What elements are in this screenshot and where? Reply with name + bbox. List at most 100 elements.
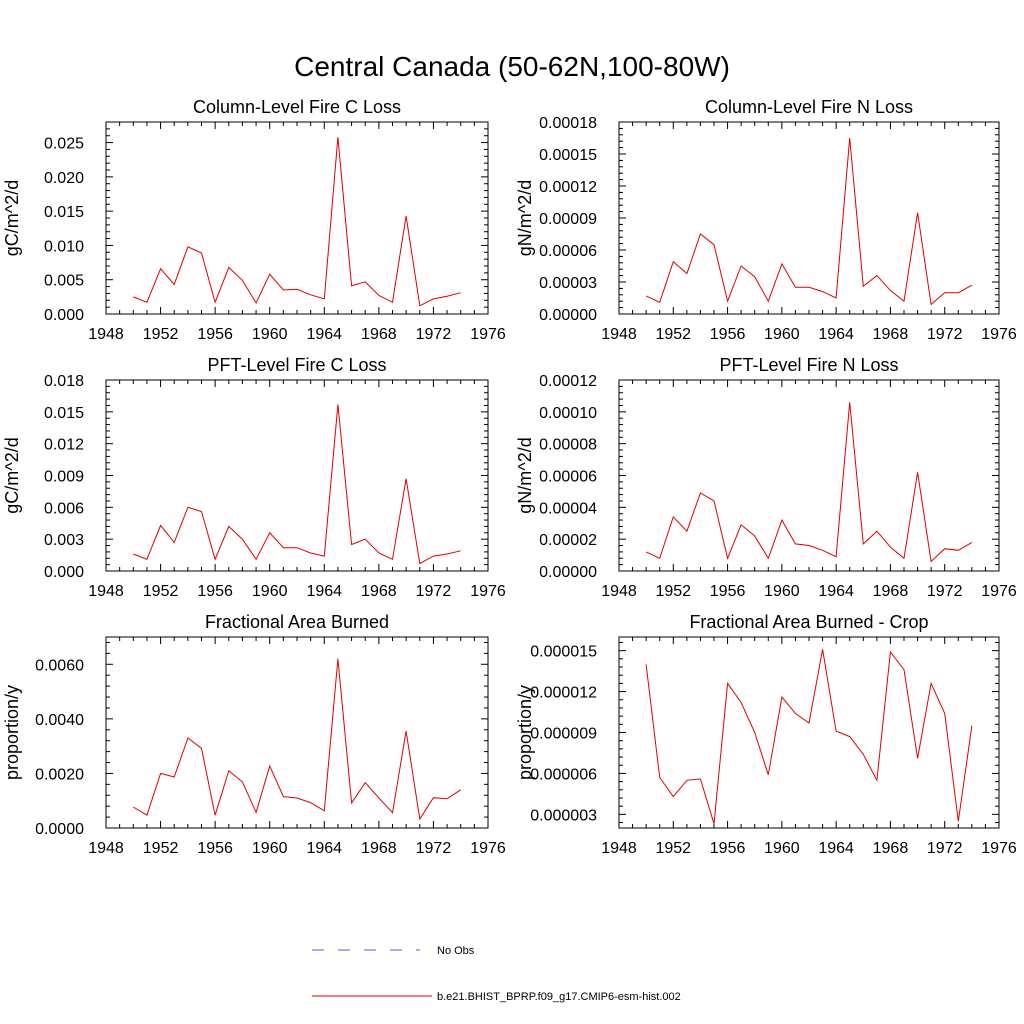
y-axis-label: proportion/y (515, 685, 535, 780)
figure-title: Central Canada (50-62N,100-80W) (294, 51, 730, 82)
plot-frame (618, 636, 1000, 829)
series-line (645, 137, 973, 306)
chart-panel-3: PFT-Level Fire C Loss gC/m^2/d 1948 1952 195… (2, 355, 506, 600)
x-tick-label: 1956 (197, 583, 233, 600)
x-tick-label: 1956 (197, 840, 233, 857)
y-tick-label: 0.0020 (35, 766, 84, 783)
y-axis-label: proportion/y (2, 685, 22, 780)
plot-frame (105, 636, 489, 829)
x-tick-label: 1968 (361, 840, 397, 857)
x-tick-label: 1976 (981, 583, 1017, 600)
x-tick-label: 1960 (764, 326, 800, 343)
y-axis-label: gC/m^2/d (2, 437, 22, 513)
x-tick-label: 1948 (88, 840, 124, 857)
y-axis-label: gN/m^2/d (515, 437, 535, 513)
x-tick-label: 1964 (306, 583, 342, 600)
x-tick-label: 1948 (601, 583, 637, 600)
panel-title: Fractional Area Burned - Crop (689, 612, 928, 632)
x-tick-label: 1976 (981, 840, 1017, 857)
x-tick-label: 1972 (416, 326, 452, 343)
x-tick-label: 1952 (655, 583, 691, 600)
x-tick-label: 1964 (818, 326, 854, 343)
y-tick-label: 0.020 (44, 170, 84, 187)
x-tick-label: 1972 (416, 583, 452, 600)
panel-title: Column-Level Fire N Loss (705, 97, 913, 117)
y-axis-label: gN/m^2/d (515, 180, 535, 256)
x-tick-label: 1968 (361, 583, 397, 600)
x-tick-label: 1960 (252, 583, 288, 600)
y-tick-label: 0.006 (44, 500, 84, 517)
y-tick-label: 0.00000 (539, 564, 597, 581)
y-tick-label: 0.00010 (539, 405, 597, 422)
plot-frame (105, 121, 489, 315)
x-tick-label: 1964 (306, 840, 342, 857)
series-line (133, 404, 461, 565)
series-line (133, 137, 461, 307)
y-tick-label: 0.010 (44, 238, 84, 255)
y-tick-label: 0.005 (44, 273, 84, 290)
legend: No Obs b.e21.BHIST_BPRP.f09_g17.CMIP6-es… (312, 945, 681, 1003)
y-tick-label: 0.025 (44, 136, 84, 153)
x-tick-label: 1948 (601, 840, 637, 857)
x-tick-label: 1968 (361, 326, 397, 343)
y-tick-label: 0.000009 (530, 726, 597, 743)
x-tick-label: 1976 (981, 326, 1017, 343)
chart-panel-2: Column-Level Fire N Loss gN/m^2/d 1948 1952… (515, 97, 1017, 343)
series-line (133, 658, 461, 821)
panel-title: PFT-Level Fire C Loss (207, 355, 386, 375)
x-tick-label: 1976 (470, 326, 506, 343)
y-tick-label: 0.00015 (539, 147, 597, 164)
y-tick-label: 0.018 (44, 373, 84, 390)
x-tick-label: 1952 (655, 840, 691, 857)
x-tick-label: 1960 (764, 583, 800, 600)
x-tick-label: 1968 (873, 583, 909, 600)
x-tick-label: 1976 (470, 583, 506, 600)
x-tick-label: 1972 (927, 840, 963, 857)
legend-label-no-obs: No Obs (437, 945, 475, 957)
x-tick-label: 1960 (764, 840, 800, 857)
x-tick-label: 1972 (927, 583, 963, 600)
x-tick-label: 1972 (927, 326, 963, 343)
x-tick-label: 1948 (88, 326, 124, 343)
chart-panels: Column-Level Fire C Loss gC/m^2/d 1948 1952… (2, 97, 1017, 857)
y-tick-label: 0.0040 (35, 712, 84, 729)
chart-panel-6: Fractional Area Burned - Crop proportion/… (515, 612, 1017, 857)
x-tick-label: 1956 (710, 326, 746, 343)
x-tick-label: 1968 (873, 840, 909, 857)
panel-title: PFT-Level Fire N Loss (719, 355, 898, 375)
y-tick-label: 0.000006 (530, 766, 597, 783)
y-tick-label: 0.009 (44, 469, 84, 486)
x-tick-label: 1952 (655, 326, 691, 343)
x-tick-label: 1972 (416, 840, 452, 857)
y-tick-label: 0.0060 (35, 657, 84, 674)
y-tick-label: 0.00006 (539, 243, 597, 260)
x-tick-label: 1968 (873, 326, 909, 343)
y-tick-label: 0.000003 (530, 807, 597, 824)
y-tick-label: 0.00000 (539, 307, 597, 324)
plot-frame (618, 121, 1000, 315)
y-tick-label: 0.000012 (530, 685, 597, 702)
y-tick-label: 0.00002 (539, 532, 597, 549)
x-tick-label: 1952 (143, 840, 179, 857)
y-tick-label: 0.003 (44, 532, 84, 549)
x-tick-label: 1948 (88, 583, 124, 600)
x-tick-label: 1952 (143, 583, 179, 600)
y-tick-label: 0.000 (44, 307, 84, 324)
x-tick-label: 1964 (306, 326, 342, 343)
chart-panel-1: Column-Level Fire C Loss gC/m^2/d 1948 1952… (2, 97, 506, 343)
x-tick-label: 1956 (710, 840, 746, 857)
y-tick-label: 0.00012 (539, 373, 597, 390)
y-tick-label: 0.0000 (35, 821, 84, 838)
y-tick-label: 0.00003 (539, 275, 597, 292)
chart-panel-4: PFT-Level Fire N Loss gN/m^2/d 1948 1952 195… (515, 355, 1017, 600)
chart-panel-5: Fractional Area Burned proportion/y 1948 19… (2, 612, 506, 857)
x-tick-label: 1952 (143, 326, 179, 343)
panel-title: Fractional Area Burned (205, 612, 389, 632)
series-line (645, 649, 973, 825)
panel-title: Column-Level Fire C Loss (193, 97, 401, 117)
y-tick-label: 0.00008 (539, 437, 597, 454)
y-tick-label: 0.00004 (539, 500, 597, 517)
legend-label-model: b.e21.BHIST_BPRP.f09_g17.CMIP6-esm-hist.… (437, 991, 681, 1003)
y-tick-label: 0.012 (44, 437, 84, 454)
